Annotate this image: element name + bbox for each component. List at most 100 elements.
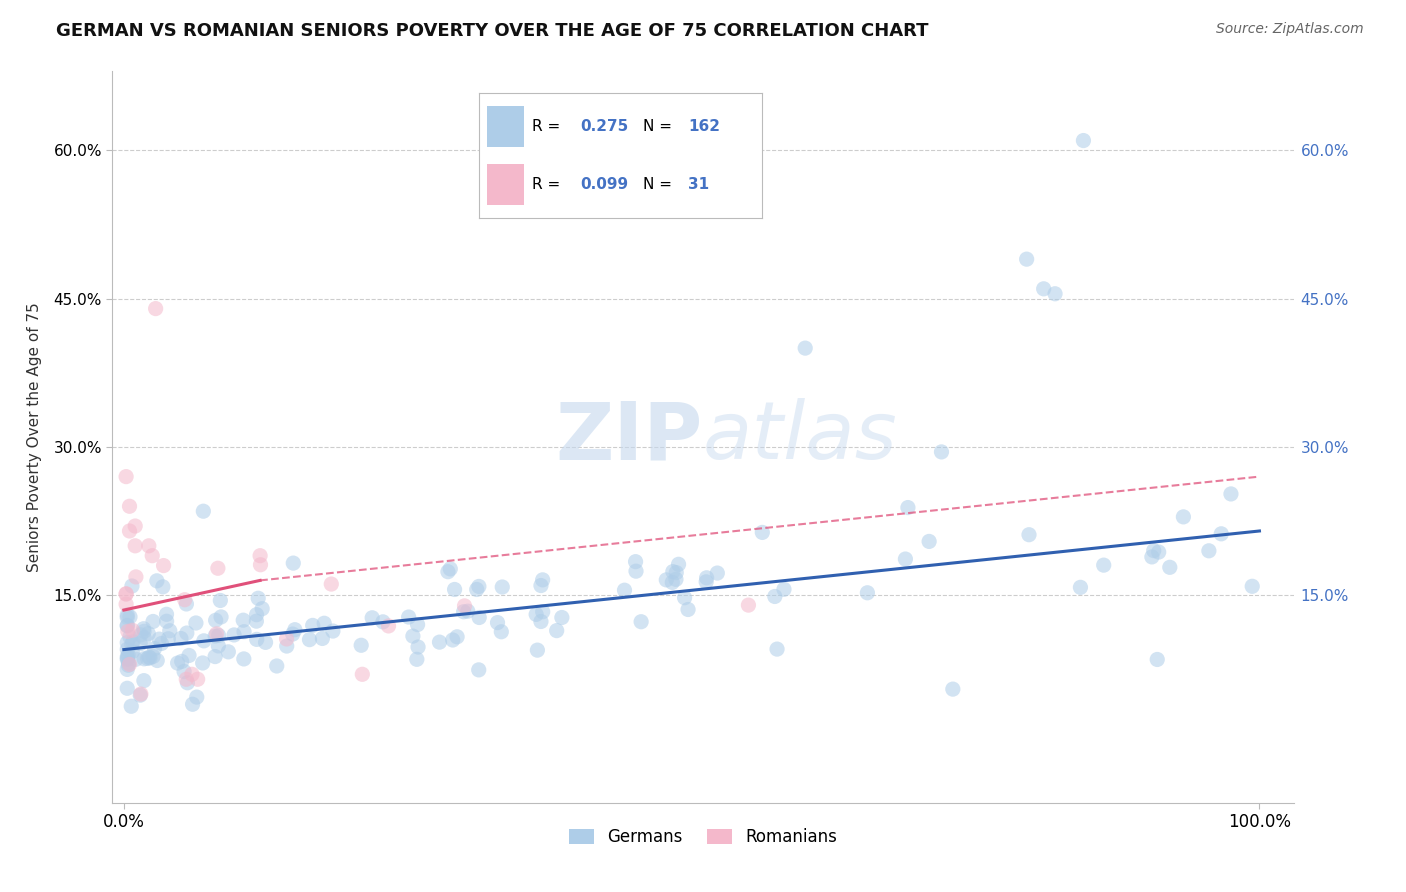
Point [117, 652, 138, 666]
Point [531, 573, 554, 587]
Point [176, 597, 198, 611]
Legend: Germans, Romanians: Germans, Romanians [562, 822, 844, 853]
Point [125, 570, 148, 584]
Point [174, 672, 197, 686]
Text: GERMAN VS ROMANIAN SENIORS POVERTY OVER THE AGE OF 75 CORRELATION CHART: GERMAN VS ROMANIAN SENIORS POVERTY OVER … [56, 22, 929, 40]
Point [129, 628, 152, 642]
Point [170, 655, 193, 669]
Point [429, 635, 451, 649]
Point [139, 650, 162, 665]
Point [204, 649, 226, 664]
Point [1198, 543, 1220, 558]
Point [1140, 549, 1163, 564]
Point [794, 341, 817, 355]
Point [115, 469, 138, 483]
Point [249, 558, 271, 572]
Point [152, 558, 174, 573]
Point [766, 642, 789, 657]
Point [129, 637, 152, 651]
Point [121, 645, 143, 659]
Point [465, 582, 488, 597]
Point [1159, 560, 1181, 574]
Point [371, 615, 394, 629]
Point [117, 656, 139, 670]
Point [232, 652, 254, 666]
Point [117, 610, 138, 624]
Point [665, 572, 688, 586]
Point [453, 599, 475, 613]
Point [491, 624, 513, 639]
Point [1143, 543, 1166, 558]
Point [204, 613, 226, 627]
Point [136, 651, 159, 665]
Point [117, 642, 138, 657]
Point [207, 561, 229, 575]
Point [1018, 527, 1040, 541]
Point [132, 622, 155, 636]
Point [751, 525, 773, 540]
Point [311, 632, 333, 646]
Point [142, 649, 165, 664]
Text: atlas: atlas [703, 398, 898, 476]
Point [856, 586, 879, 600]
Point [205, 627, 228, 641]
Point [129, 688, 152, 702]
Point [737, 598, 759, 612]
Point [136, 626, 159, 640]
Point [406, 617, 429, 632]
Point [121, 637, 143, 651]
Point [118, 630, 141, 644]
Point [942, 682, 965, 697]
Point [897, 500, 920, 515]
Point [117, 607, 138, 622]
Point [138, 539, 160, 553]
Point [157, 632, 180, 646]
Point [117, 651, 139, 665]
Point [117, 619, 138, 633]
Point [696, 571, 718, 585]
Point [181, 698, 204, 712]
Point [1219, 487, 1241, 501]
Point [124, 519, 146, 533]
Point [301, 618, 323, 632]
Point [662, 565, 685, 579]
Point [486, 615, 509, 630]
Point [150, 636, 173, 650]
Point [361, 611, 384, 625]
Point [146, 574, 169, 588]
Point [446, 630, 468, 644]
Point [673, 591, 696, 605]
Point [468, 579, 491, 593]
Point [217, 645, 239, 659]
Point [177, 648, 200, 663]
Point [441, 632, 464, 647]
Point [468, 610, 491, 624]
Point [1043, 286, 1066, 301]
Point [402, 629, 425, 643]
Point [1069, 580, 1091, 594]
Point [1015, 252, 1038, 267]
Point [193, 504, 215, 518]
Point [121, 579, 143, 593]
Point [352, 667, 374, 681]
Point [117, 648, 139, 662]
Point [176, 675, 198, 690]
Point [321, 577, 343, 591]
Point [613, 583, 636, 598]
Point [254, 635, 277, 649]
Point [143, 641, 166, 656]
Point [283, 556, 305, 570]
Point [249, 549, 271, 563]
Point [661, 575, 683, 590]
Point [443, 582, 465, 597]
Point [250, 601, 273, 615]
Point [695, 574, 717, 589]
Point [222, 628, 245, 642]
Point [141, 549, 163, 563]
Point [145, 301, 167, 316]
Point [176, 626, 198, 640]
Point [233, 624, 256, 639]
Point [187, 672, 209, 686]
Point [1092, 558, 1115, 573]
Point [491, 580, 513, 594]
